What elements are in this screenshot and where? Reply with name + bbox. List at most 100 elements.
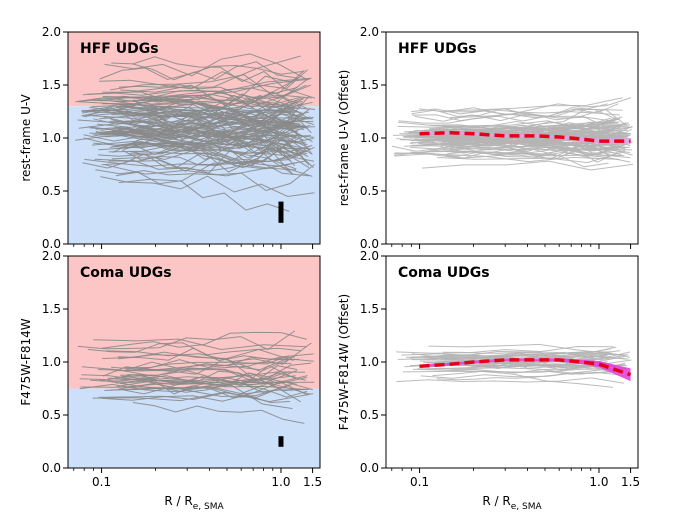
profile-line (99, 379, 293, 394)
profile-line (411, 107, 618, 121)
profile-line (401, 352, 629, 357)
profile-line (98, 71, 316, 99)
panel-top-left: 0.0 0.5 1.0 1.5 2.0 HFF UDGs rest-frame U-V (19, 25, 321, 251)
profile-line (82, 137, 310, 172)
profile-line (108, 146, 315, 172)
panel-top-right: 0.0 0.5 1.0 1.5 2.0 HFF UDGs rest-frame U-V (O… (337, 25, 639, 251)
y-tick-label: 2.0 (42, 249, 61, 263)
profiles-group (75, 53, 316, 212)
profile-line (111, 56, 308, 90)
panel-title: Coma UDGs (398, 265, 490, 281)
y-tick-label: 1.5 (42, 78, 61, 92)
median-line (419, 358, 632, 377)
profile-line (442, 97, 623, 112)
profile-line (445, 148, 614, 159)
profile-line (79, 365, 296, 387)
profile-line (394, 143, 627, 159)
y-tick-label: 1.0 (360, 355, 379, 369)
profile-line (391, 143, 612, 157)
profile-line (420, 368, 612, 379)
profile-line (77, 330, 296, 351)
profile-line (93, 113, 307, 135)
y-axis-label: rest-frame U-V (19, 94, 33, 182)
y-tick-label: 0.5 (42, 408, 61, 422)
profile-line (412, 368, 613, 388)
profile-line (132, 61, 298, 81)
profile-line (81, 366, 297, 385)
profile-line (427, 364, 623, 370)
profile-line (417, 367, 621, 375)
profile-line (132, 99, 299, 127)
profile-line (398, 109, 623, 124)
profile-line (132, 402, 305, 424)
panel-title: HFF UDGs (80, 41, 159, 57)
profile-line (114, 126, 315, 138)
y-tick-label: 2.0 (42, 25, 61, 39)
profile-line (80, 382, 302, 403)
y-tick-label: 0.0 (42, 237, 61, 251)
x-tick-label: 0.1 (410, 475, 429, 489)
profile-line (89, 106, 314, 126)
profile-line (428, 343, 613, 355)
y-tick-label: 0.5 (42, 184, 61, 198)
profile-line (436, 371, 613, 381)
profile-line (117, 119, 313, 143)
profile-line (86, 84, 307, 108)
profile-line (122, 362, 312, 395)
median-line (419, 130, 631, 143)
profile-line (118, 84, 301, 109)
profiles-group (77, 330, 315, 424)
y-tick-label: 1.0 (42, 131, 61, 145)
profile-line (107, 372, 307, 385)
panel-bottom-right: 0.0 0.5 1.0 1.5 2.0 0.1 1.0 1.5 Coma UDGs F475W-F… (337, 249, 640, 512)
y-tick-label: 0.0 (360, 461, 379, 475)
panel-bottom-left: 0.0 0.5 1.0 1.5 2.0 0.1 1.0 1.5 Coma UDGs F475W-F… (19, 249, 322, 512)
profile-line (447, 361, 614, 368)
y-axis-label: rest-frame U-V (Offset) (337, 70, 351, 207)
profile-line (102, 102, 305, 138)
profile-line (396, 377, 625, 384)
x-tick-label: 1.5 (621, 475, 640, 489)
profile-line (101, 351, 290, 383)
profile-line (93, 338, 307, 351)
profile-line (395, 345, 614, 354)
y-tick-label: 0.0 (360, 237, 379, 251)
profile-line (95, 127, 314, 169)
profile-line (97, 144, 291, 161)
x-tick-label: 1.5 (303, 475, 322, 489)
panel-title: HFF UDGs (398, 41, 477, 57)
profile-line (75, 94, 301, 112)
profile-line (100, 175, 315, 198)
profile-line (116, 380, 291, 404)
profile-line (449, 103, 619, 119)
profile-line (409, 351, 608, 359)
profile-line (83, 134, 297, 170)
y-tick-label: 1.0 (42, 355, 61, 369)
profile-line (116, 78, 309, 109)
x-tick-label: 1.0 (271, 475, 290, 489)
background-band-1 (68, 388, 320, 468)
profile-line (118, 382, 291, 398)
y-tick-label: 0.5 (360, 408, 379, 422)
y-axis-label: F475W-F814W (Offset) (337, 294, 351, 430)
profile-line (101, 331, 307, 349)
profile-line (414, 113, 616, 122)
profile-line (115, 171, 290, 212)
profile-line (92, 391, 314, 403)
y-axis-label: F475W-F814W (19, 318, 33, 405)
profile-line (98, 384, 289, 401)
y-tick-label: 0.5 (360, 184, 379, 198)
profile-line (405, 129, 624, 137)
profile-line (121, 120, 314, 149)
profile-line (440, 353, 628, 361)
profile-line (121, 146, 294, 175)
profile-line (108, 137, 310, 153)
profile-line (123, 359, 292, 369)
panel-title: Coma UDGs (80, 265, 172, 281)
profile-line (132, 94, 312, 109)
profile-line (131, 356, 300, 371)
y-tick-label: 0.0 (42, 461, 61, 475)
profile-line (442, 122, 627, 134)
profile-line (103, 108, 292, 129)
